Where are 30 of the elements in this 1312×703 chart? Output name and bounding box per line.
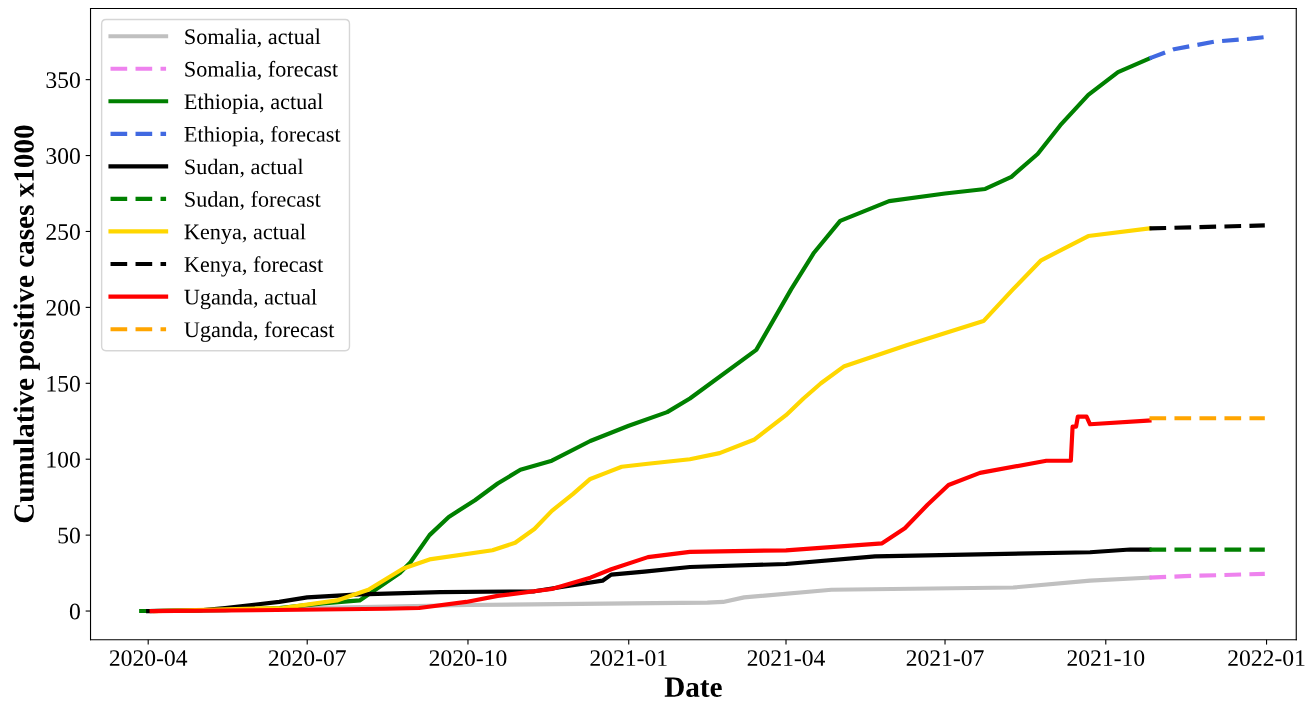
x-tick-label: 2021-10 — [1067, 650, 1145, 667]
y-tick-label: 150 — [47, 375, 80, 392]
legend-label: Ethiopia, actual — [184, 93, 323, 114]
x-tick-label: 2021-04 — [747, 650, 825, 667]
x-tick-label: 2021-01 — [590, 650, 667, 667]
legend-label: Uganda, actual — [184, 288, 317, 310]
line-series — [149, 414, 1152, 614]
x-tick-label: 2022-01 — [1228, 650, 1305, 667]
legend-label: Kenya, forecast — [184, 256, 324, 277]
y-axis-title: Cumulative positive cases x1000 — [13, 125, 40, 523]
legend-label: Somalia, forecast — [185, 60, 338, 80]
legend-label: Sudan, actual — [185, 158, 304, 178]
y-tick-label: 50 — [58, 527, 80, 544]
y-tick-label: 200 — [46, 299, 80, 316]
y-tick-label: 100 — [47, 451, 80, 468]
line-series — [1147, 35, 1267, 61]
x-tick-label: 2020-04 — [109, 650, 188, 667]
x-axis-title: Date — [664, 677, 722, 697]
x-tick-label: 2021-07 — [906, 650, 984, 667]
x-tick-label: 2020-10 — [429, 650, 507, 667]
y-tick-label: 300 — [46, 148, 80, 164]
y-tick-label: 0 — [69, 603, 80, 620]
legend-label: Somalia, actual — [185, 28, 321, 48]
x-tick-label: 2020-07 — [268, 650, 346, 667]
y-tick-label: 350 — [46, 72, 80, 89]
legend-label: Ethiopia, forecast — [184, 125, 341, 147]
y-tick-label: 250 — [46, 223, 80, 240]
legend-label: Kenya, actual — [184, 223, 306, 244]
legend-label: Sudan, forecast — [185, 190, 321, 211]
legend-label: Uganda, forecast — [184, 321, 335, 342]
